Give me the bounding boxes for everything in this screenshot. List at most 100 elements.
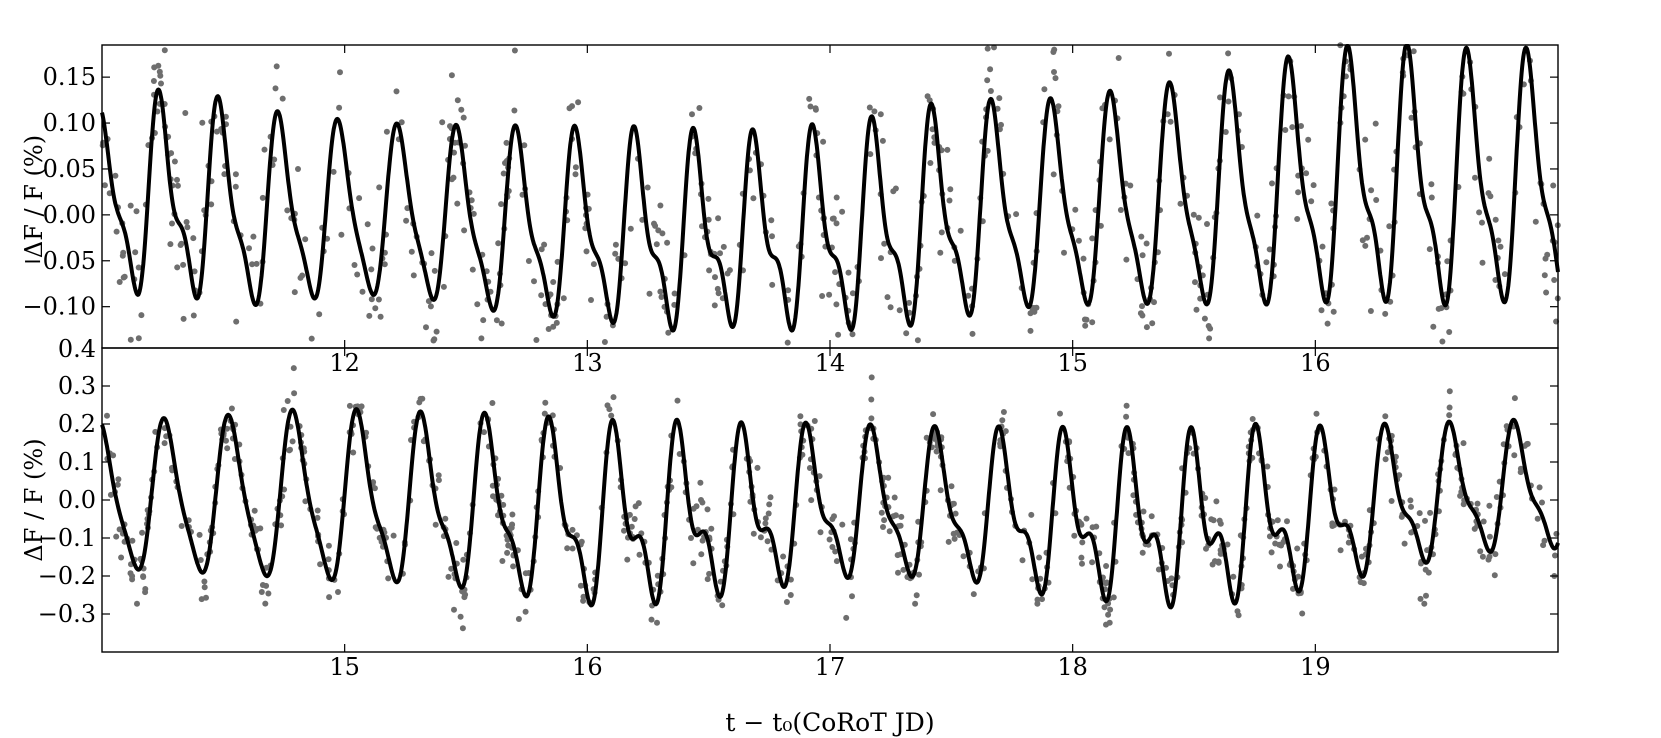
- data-point: [1285, 93, 1292, 100]
- data-point: [659, 230, 666, 237]
- data-point: [1550, 182, 1557, 189]
- data-point: [1501, 271, 1508, 278]
- data-point: [316, 311, 323, 318]
- data-point: [849, 331, 856, 338]
- data-point: [1137, 310, 1144, 317]
- data-point: [832, 548, 839, 555]
- data-point: [511, 107, 518, 114]
- data-point: [1417, 595, 1424, 602]
- data-point: [1491, 572, 1498, 579]
- data-point: [658, 294, 665, 300]
- data-point: [1089, 319, 1096, 326]
- data-point: [1105, 611, 1112, 618]
- data-point: [1373, 197, 1380, 203]
- data-point: [783, 599, 790, 605]
- data-point: [575, 99, 582, 106]
- data-point: [1089, 559, 1096, 566]
- data-point: [1249, 416, 1256, 422]
- data-point: [612, 250, 619, 257]
- data-point: [1416, 510, 1423, 517]
- data-point: [806, 95, 813, 102]
- y-tick-label: 0.2: [58, 410, 96, 438]
- data-point: [628, 523, 635, 530]
- data-point: [279, 95, 286, 102]
- data-point: [1497, 243, 1504, 250]
- data-point: [1263, 259, 1270, 266]
- data-point: [674, 397, 681, 404]
- data-point: [832, 269, 839, 276]
- data-point: [1083, 515, 1090, 522]
- data-point: [807, 103, 814, 110]
- data-point: [538, 246, 545, 253]
- y-axis-label: ΔF / F (%): [20, 438, 48, 561]
- data-point: [458, 106, 465, 113]
- data-point: [228, 405, 235, 412]
- data-point: [757, 534, 764, 541]
- data-point: [198, 596, 205, 603]
- data-point: [381, 261, 388, 268]
- data-point: [330, 168, 337, 175]
- data-point: [545, 326, 552, 332]
- data-point: [425, 298, 432, 305]
- data-point: [377, 313, 384, 320]
- data-point: [1551, 277, 1558, 283]
- data-point: [184, 224, 191, 231]
- data-point: [655, 227, 662, 234]
- data-point: [1444, 258, 1451, 265]
- y-axis-label: ΔF / F (%): [20, 135, 48, 258]
- data-point: [469, 266, 476, 273]
- top-panel: 12 13 14 15 16−0.10−0.050.000.050.100.150.4Δ…: [20, 42, 1561, 377]
- data-point: [335, 589, 341, 595]
- data-point: [1269, 180, 1275, 187]
- data-point: [697, 479, 704, 486]
- data-point: [1382, 456, 1389, 463]
- data-point: [480, 317, 487, 324]
- data-point: [1125, 450, 1132, 457]
- data-point: [1552, 552, 1558, 559]
- data-point: [648, 616, 655, 623]
- data-point: [112, 172, 119, 179]
- data-point: [1474, 500, 1481, 507]
- data-point: [500, 170, 507, 177]
- data-point: [1235, 612, 1242, 619]
- data-point: [460, 114, 467, 121]
- data-point: [715, 215, 722, 222]
- data-point: [1071, 532, 1078, 539]
- data-point: [970, 591, 977, 598]
- data-point: [769, 281, 776, 288]
- data-point: [493, 317, 500, 324]
- data-point: [1213, 498, 1220, 505]
- data-point: [999, 417, 1006, 424]
- data-point: [232, 183, 239, 190]
- data-point: [808, 497, 815, 504]
- data-point: [1408, 503, 1414, 510]
- data-point: [1541, 537, 1548, 544]
- data-point: [1075, 237, 1082, 244]
- bottom-panel: 15 16 17 18 19 −0.3 −0.2 −0.1 0.0 0.1 0.2 0.3 ΔF / F…: [20, 347, 1560, 681]
- data-point: [839, 208, 846, 215]
- data-point: [1294, 545, 1301, 552]
- data-point: [903, 330, 910, 337]
- data-point: [835, 331, 842, 338]
- data-point: [952, 510, 959, 517]
- data-point: [914, 337, 921, 344]
- data-point: [196, 531, 203, 538]
- data-point: [127, 336, 134, 343]
- data-point: [489, 400, 496, 406]
- data-point: [657, 288, 664, 295]
- data-point: [1337, 547, 1344, 554]
- data-point: [1103, 621, 1109, 628]
- data-point: [208, 201, 215, 208]
- data-point: [478, 335, 485, 342]
- data-point: [1495, 237, 1502, 244]
- data-point: [157, 72, 164, 79]
- data-point: [750, 195, 757, 202]
- data-point: [708, 525, 715, 532]
- data-point: [263, 564, 270, 571]
- data-point: [113, 533, 120, 540]
- data-point: [1460, 440, 1467, 447]
- data-point: [720, 243, 727, 250]
- data-point: [354, 271, 361, 278]
- data-point: [174, 182, 181, 189]
- data-point: [1103, 563, 1110, 569]
